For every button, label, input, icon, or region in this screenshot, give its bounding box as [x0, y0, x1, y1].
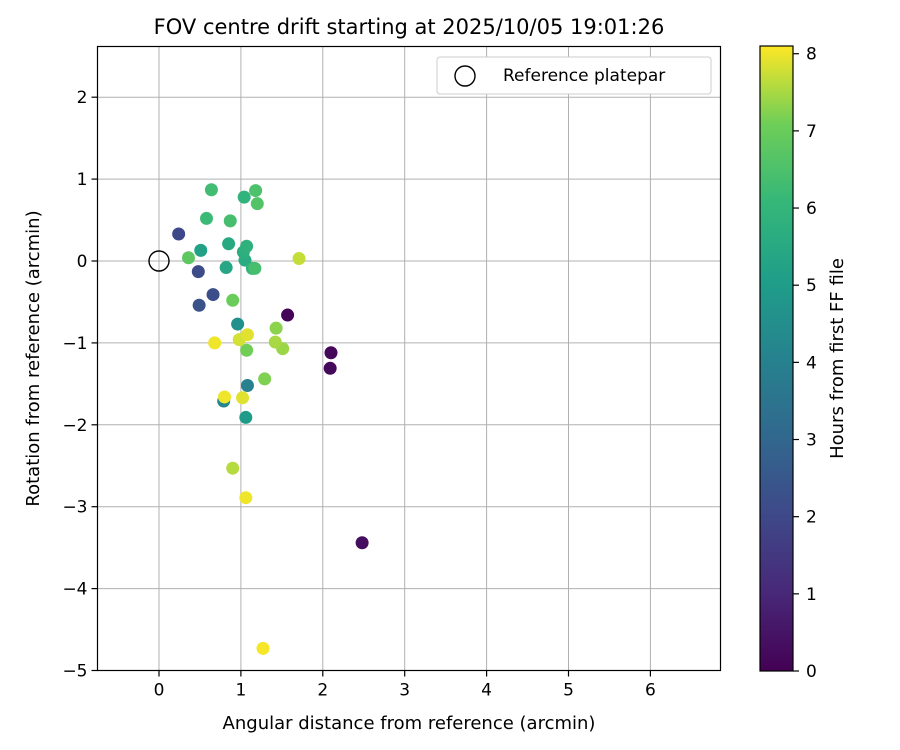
data-point	[269, 321, 283, 335]
data-point	[281, 308, 295, 322]
y-tick-label: −3	[62, 498, 87, 518]
legend: Reference platepar	[436, 56, 712, 95]
data-point	[237, 190, 251, 204]
y-axis-ticks: −5 −4 −3 −2 −1 0 1 2	[62, 88, 98, 682]
plot-frame	[96, 45, 722, 672]
colorbar-tick-label: 2	[806, 508, 817, 528]
data-point	[219, 261, 233, 275]
y-tick-label: −2	[62, 416, 87, 436]
x-axis-label: Angular distance from reference (arcmin)	[223, 713, 596, 734]
data-point	[249, 184, 263, 198]
x-tick-label: 3	[399, 681, 410, 701]
y-tick-label: −4	[62, 580, 87, 600]
data-point	[204, 183, 218, 197]
data-points	[172, 183, 369, 655]
data-point	[268, 335, 282, 349]
data-point	[194, 243, 208, 257]
x-axis-ticks: 0 1 2 3 4 5 6	[154, 670, 656, 701]
legend-box	[436, 56, 712, 95]
data-point	[200, 211, 214, 225]
data-point	[240, 343, 254, 357]
data-point	[324, 346, 338, 360]
data-point	[250, 197, 264, 211]
data-point	[191, 265, 205, 279]
y-tick-label: 2	[77, 88, 88, 108]
legend-label: Reference platepar	[503, 66, 665, 86]
data-point	[218, 390, 232, 404]
data-point	[206, 288, 220, 302]
data-point	[222, 237, 236, 251]
data-point	[226, 293, 240, 307]
data-point	[292, 252, 306, 266]
data-point	[208, 336, 222, 350]
data-point	[240, 239, 254, 253]
grid	[97, 46, 721, 671]
data-point	[239, 410, 253, 424]
x-tick-label: 5	[563, 681, 574, 701]
data-point	[226, 461, 240, 475]
y-tick-label: −5	[62, 662, 87, 682]
data-point	[181, 251, 195, 265]
colorbar-tick-label: 8	[806, 45, 817, 65]
y-tick-label: −1	[62, 334, 87, 354]
data-point	[323, 361, 337, 375]
y-tick-label: 0	[77, 252, 88, 272]
x-tick-label: 6	[645, 681, 656, 701]
colorbar-label: Hours from first FF file	[827, 258, 848, 459]
data-point	[223, 214, 237, 228]
data-point	[239, 491, 253, 505]
colorbar-tick-label: 7	[806, 122, 817, 142]
data-point	[192, 298, 206, 312]
data-point	[256, 641, 270, 655]
chart-title: FOV centre drift starting at 2025/10/05 …	[154, 15, 665, 39]
data-point	[258, 372, 272, 386]
colorbar-tick-label: 5	[806, 276, 817, 296]
legend-marker-icon	[454, 65, 476, 87]
data-point	[240, 378, 254, 392]
colorbar	[759, 45, 794, 672]
y-tick-label: 1	[77, 170, 88, 190]
data-point	[248, 261, 262, 275]
reference-marker	[148, 250, 170, 272]
colorbar-tick-label: 6	[806, 199, 817, 219]
data-point	[236, 391, 250, 405]
x-tick-label: 2	[317, 681, 328, 701]
x-tick-label: 0	[154, 681, 165, 701]
colorbar-tick-label: 3	[806, 431, 817, 451]
data-point	[240, 328, 254, 342]
colorbar-ticks: 0 1 2 3 4 5 6 7 8	[793, 45, 817, 682]
data-point	[172, 227, 186, 241]
colorbar-tick-label: 4	[806, 353, 817, 373]
x-tick-label: 4	[481, 681, 492, 701]
data-point	[355, 536, 369, 550]
data-point	[231, 317, 245, 331]
x-tick-label: 1	[235, 681, 246, 701]
colorbar-tick-label: 0	[806, 662, 817, 682]
colorbar-tick-label: 1	[806, 585, 817, 605]
y-axis-label: Rotation from reference (arcmin)	[23, 210, 44, 506]
